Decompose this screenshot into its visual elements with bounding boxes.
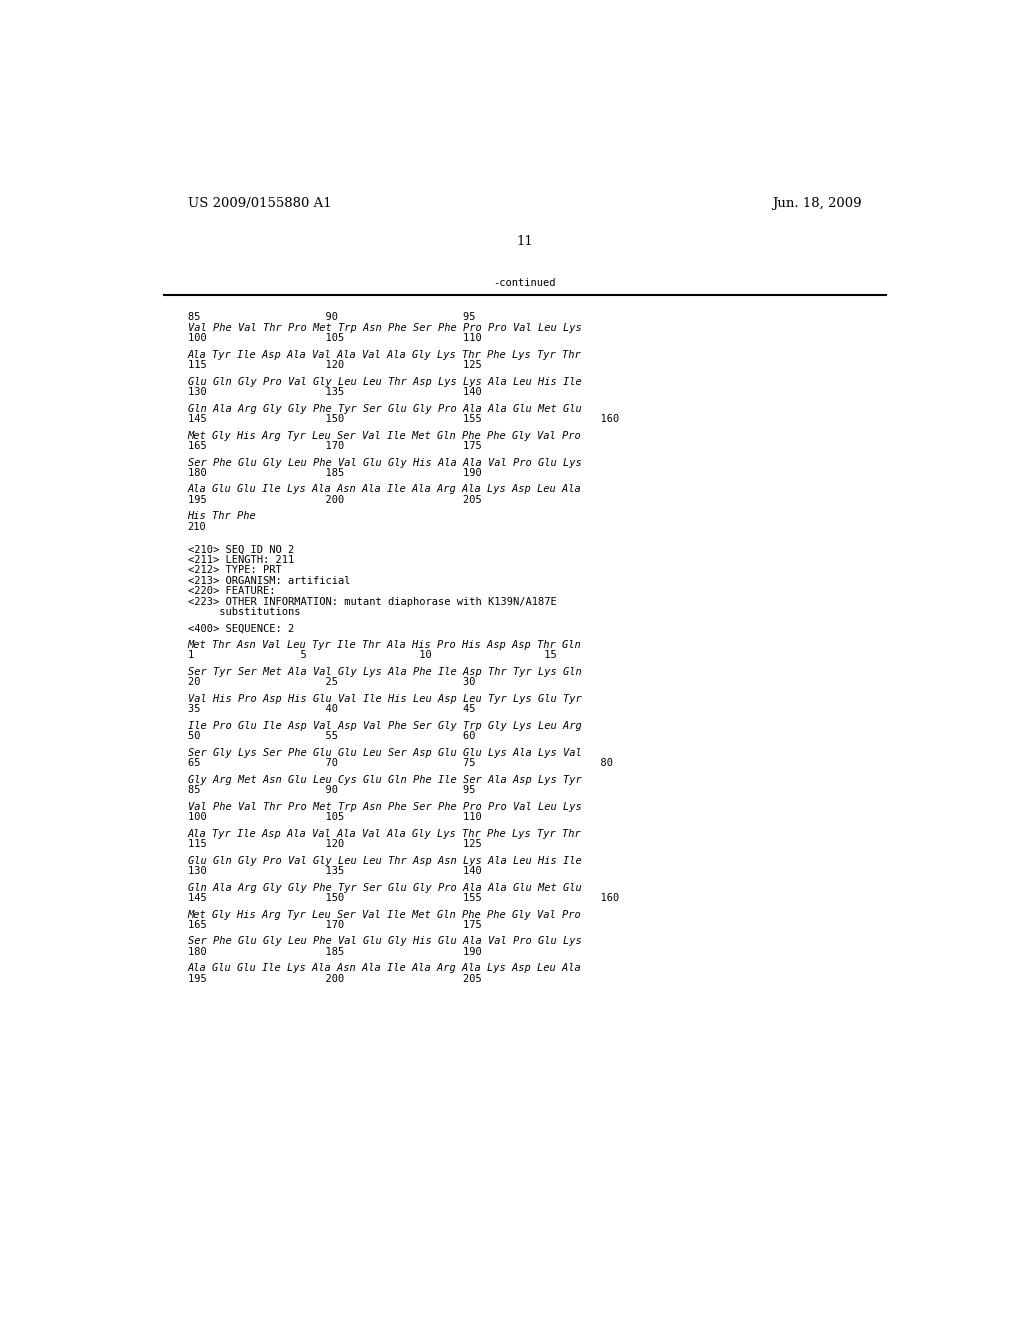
Text: -continued: -continued — [494, 279, 556, 288]
Text: 210: 210 — [187, 521, 206, 532]
Text: <400> SEQUENCE: 2: <400> SEQUENCE: 2 — [187, 623, 294, 634]
Text: 50                    55                    60: 50 55 60 — [187, 731, 475, 742]
Text: 180                   185                   190: 180 185 190 — [187, 946, 481, 957]
Text: 35                    40                    45: 35 40 45 — [187, 705, 475, 714]
Text: Glu Gln Gly Pro Val Gly Leu Leu Thr Asp Lys Lys Ala Leu His Ile: Glu Gln Gly Pro Val Gly Leu Leu Thr Asp … — [187, 376, 582, 387]
Text: 100                   105                   110: 100 105 110 — [187, 812, 481, 822]
Text: US 2009/0155880 A1: US 2009/0155880 A1 — [187, 197, 331, 210]
Text: Ser Tyr Ser Met Ala Val Gly Lys Ala Phe Ile Asp Thr Tyr Lys Gln: Ser Tyr Ser Met Ala Val Gly Lys Ala Phe … — [187, 667, 582, 677]
Text: Gln Ala Arg Gly Gly Phe Tyr Ser Glu Gly Pro Ala Ala Glu Met Glu: Gln Ala Arg Gly Gly Phe Tyr Ser Glu Gly … — [187, 883, 582, 892]
Text: 1                 5                  10                  15: 1 5 10 15 — [187, 651, 556, 660]
Text: 115                   120                   125: 115 120 125 — [187, 840, 481, 849]
Text: 11: 11 — [516, 235, 534, 248]
Text: His Thr Phe: His Thr Phe — [187, 511, 256, 521]
Text: 165                   170                   175: 165 170 175 — [187, 441, 481, 451]
Text: Ala Glu Glu Ile Lys Ala Asn Ala Ile Ala Arg Ala Lys Asp Leu Ala: Ala Glu Glu Ile Lys Ala Asn Ala Ile Ala … — [187, 964, 582, 973]
Text: <210> SEQ ID NO 2: <210> SEQ ID NO 2 — [187, 545, 294, 554]
Text: Met Gly His Arg Tyr Leu Ser Val Ile Met Gln Phe Phe Gly Val Pro: Met Gly His Arg Tyr Leu Ser Val Ile Met … — [187, 909, 582, 920]
Text: 130                   135                   140: 130 135 140 — [187, 866, 481, 876]
Text: 195                   200                   205: 195 200 205 — [187, 495, 481, 504]
Text: Ser Gly Lys Ser Phe Glu Glu Leu Ser Asp Glu Glu Lys Ala Lys Val: Ser Gly Lys Ser Phe Glu Glu Leu Ser Asp … — [187, 748, 582, 758]
Text: Val Phe Val Thr Pro Met Trp Asn Phe Ser Phe Pro Pro Val Leu Lys: Val Phe Val Thr Pro Met Trp Asn Phe Ser … — [187, 801, 582, 812]
Text: Ala Tyr Ile Asp Ala Val Ala Val Ala Gly Lys Thr Phe Lys Tyr Thr: Ala Tyr Ile Asp Ala Val Ala Val Ala Gly … — [187, 350, 582, 360]
Text: <212> TYPE: PRT: <212> TYPE: PRT — [187, 565, 282, 576]
Text: 145                   150                   155                   160: 145 150 155 160 — [187, 414, 618, 424]
Text: 100                   105                   110: 100 105 110 — [187, 333, 481, 343]
Text: <211> LENGTH: 211: <211> LENGTH: 211 — [187, 554, 294, 565]
Text: Ser Phe Glu Gly Leu Phe Val Glu Gly His Glu Ala Val Pro Glu Lys: Ser Phe Glu Gly Leu Phe Val Glu Gly His … — [187, 936, 582, 946]
Text: Ile Pro Glu Ile Asp Val Asp Val Phe Ser Gly Trp Gly Lys Leu Arg: Ile Pro Glu Ile Asp Val Asp Val Phe Ser … — [187, 721, 582, 731]
Text: 115                   120                   125: 115 120 125 — [187, 360, 481, 370]
Text: <223> OTHER INFORMATION: mutant diaphorase with K139N/A187E: <223> OTHER INFORMATION: mutant diaphora… — [187, 597, 556, 606]
Text: 85                    90                    95: 85 90 95 — [187, 785, 475, 795]
Text: 180                   185                   190: 180 185 190 — [187, 469, 481, 478]
Text: Met Gly His Arg Tyr Leu Ser Val Ile Met Gln Phe Phe Gly Val Pro: Met Gly His Arg Tyr Leu Ser Val Ile Met … — [187, 430, 582, 441]
Text: Glu Gln Gly Pro Val Gly Leu Leu Thr Asp Asn Lys Ala Leu His Ile: Glu Gln Gly Pro Val Gly Leu Leu Thr Asp … — [187, 855, 582, 866]
Text: <220> FEATURE:: <220> FEATURE: — [187, 586, 275, 597]
Text: substitutions: substitutions — [187, 607, 300, 616]
Text: Ala Glu Glu Ile Lys Ala Asn Ala Ile Ala Arg Ala Lys Asp Leu Ala: Ala Glu Glu Ile Lys Ala Asn Ala Ile Ala … — [187, 484, 582, 495]
Text: 20                    25                    30: 20 25 30 — [187, 677, 475, 688]
Text: Gln Ala Arg Gly Gly Phe Tyr Ser Glu Gly Pro Ala Ala Glu Met Glu: Gln Ala Arg Gly Gly Phe Tyr Ser Glu Gly … — [187, 404, 582, 413]
Text: 145                   150                   155                   160: 145 150 155 160 — [187, 892, 618, 903]
Text: Ala Tyr Ile Asp Ala Val Ala Val Ala Gly Lys Thr Phe Lys Tyr Thr: Ala Tyr Ile Asp Ala Val Ala Val Ala Gly … — [187, 829, 582, 838]
Text: Gly Arg Met Asn Glu Leu Cys Glu Gln Phe Ile Ser Ala Asp Lys Tyr: Gly Arg Met Asn Glu Leu Cys Glu Gln Phe … — [187, 775, 582, 785]
Text: Val His Pro Asp His Glu Val Ile His Leu Asp Leu Tyr Lys Glu Tyr: Val His Pro Asp His Glu Val Ile His Leu … — [187, 694, 582, 704]
Text: Met Thr Asn Val Leu Tyr Ile Thr Ala His Pro His Asp Asp Thr Gln: Met Thr Asn Val Leu Tyr Ile Thr Ala His … — [187, 640, 582, 649]
Text: Jun. 18, 2009: Jun. 18, 2009 — [772, 197, 862, 210]
Text: 195                   200                   205: 195 200 205 — [187, 974, 481, 983]
Text: <213> ORGANISM: artificial: <213> ORGANISM: artificial — [187, 576, 350, 586]
Text: 65                    70                    75                    80: 65 70 75 80 — [187, 758, 612, 768]
Text: Ser Phe Glu Gly Leu Phe Val Glu Gly His Ala Ala Val Pro Glu Lys: Ser Phe Glu Gly Leu Phe Val Glu Gly His … — [187, 458, 582, 467]
Text: 85                    90                    95: 85 90 95 — [187, 313, 475, 322]
Text: Val Phe Val Thr Pro Met Trp Asn Phe Ser Phe Pro Pro Val Leu Lys: Val Phe Val Thr Pro Met Trp Asn Phe Ser … — [187, 323, 582, 333]
Text: 130                   135                   140: 130 135 140 — [187, 387, 481, 397]
Text: 165                   170                   175: 165 170 175 — [187, 920, 481, 929]
